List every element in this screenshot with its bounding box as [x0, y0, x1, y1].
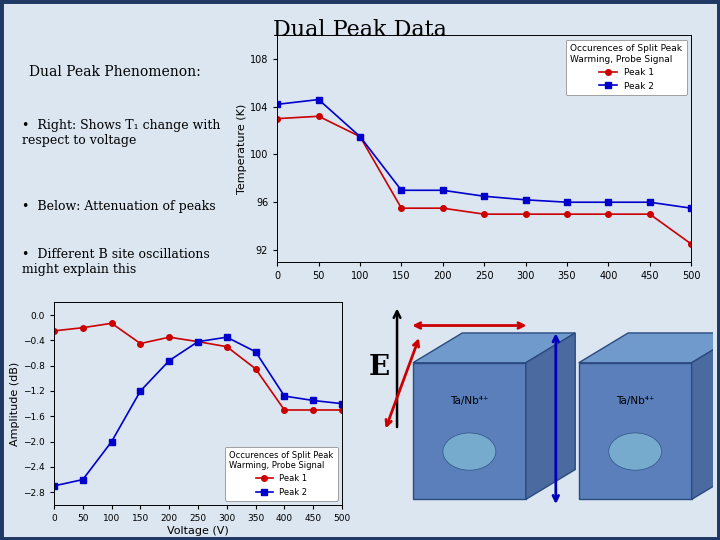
Polygon shape	[413, 333, 575, 363]
Peak 1	[604, 211, 613, 218]
Peak 2	[136, 388, 145, 394]
Legend: Peak 1, Peak 2: Peak 1, Peak 2	[225, 447, 338, 501]
Polygon shape	[526, 333, 575, 500]
Peak 1	[438, 205, 447, 212]
Y-axis label: Temperature (K): Temperature (K)	[237, 103, 247, 194]
Peak 2	[107, 438, 116, 445]
Polygon shape	[579, 363, 692, 500]
Peak 2	[521, 197, 530, 203]
Peak 2	[222, 334, 231, 340]
Peak 1	[687, 241, 696, 247]
Peak 2	[78, 476, 87, 483]
Text: Dual Peak Phenomenon:: Dual Peak Phenomenon:	[29, 65, 201, 79]
Ellipse shape	[608, 433, 662, 470]
Text: •  Right: Shows T₁ change with
respect to voltage: • Right: Shows T₁ change with respect to…	[22, 119, 220, 147]
Legend: Peak 1, Peak 2: Peak 1, Peak 2	[566, 39, 687, 95]
Text: Dual Peak Data: Dual Peak Data	[273, 19, 447, 41]
Peak 1	[280, 407, 289, 413]
Peak 1	[194, 339, 202, 345]
Peak 1	[273, 116, 282, 122]
Polygon shape	[413, 363, 526, 500]
Text: Ta/Nb⁴⁺: Ta/Nb⁴⁺	[616, 396, 654, 406]
Peak 1	[309, 407, 318, 413]
Line: Peak 2: Peak 2	[51, 334, 345, 489]
Text: •  Different B site oscillations
might explain this: • Different B site oscillations might ex…	[22, 248, 210, 276]
Peak 2	[356, 133, 364, 140]
Peak 2	[604, 199, 613, 205]
Peak 1	[107, 320, 116, 327]
Peak 2	[165, 357, 174, 364]
Peak 1	[338, 407, 346, 413]
Peak 2	[280, 393, 289, 399]
Peak 1	[251, 366, 260, 372]
Peak 2	[687, 205, 696, 212]
Peak 1	[314, 113, 323, 119]
Peak 1	[645, 211, 654, 218]
Peak 1	[136, 340, 145, 347]
Peak 1	[480, 211, 488, 218]
Peak 2	[50, 483, 58, 489]
Peak 1	[397, 205, 406, 212]
Peak 2	[397, 187, 406, 193]
Peak 1	[356, 133, 364, 140]
Polygon shape	[692, 333, 720, 500]
Peak 2	[251, 348, 260, 355]
Line: Peak 1: Peak 1	[51, 321, 345, 413]
Text: Ta/Nb⁴⁺: Ta/Nb⁴⁺	[450, 396, 489, 406]
Text: •  Below: Attenuation of peaks: • Below: Attenuation of peaks	[22, 200, 215, 213]
Peak 2	[338, 401, 346, 407]
Y-axis label: Amplitude (dB): Amplitude (dB)	[10, 361, 20, 446]
Peak 1	[563, 211, 572, 218]
Peak 1	[521, 211, 530, 218]
Peak 2	[480, 193, 488, 199]
Peak 2	[194, 339, 202, 345]
Line: Peak 2: Peak 2	[274, 97, 694, 211]
Peak 1	[50, 328, 58, 334]
Peak 1	[222, 343, 231, 350]
X-axis label: Voltage (V): Voltage (V)	[454, 284, 515, 294]
Peak 2	[314, 96, 323, 103]
Ellipse shape	[443, 433, 496, 470]
Peak 2	[309, 397, 318, 404]
Peak 1	[165, 334, 174, 340]
Peak 2	[273, 101, 282, 107]
Peak 1	[78, 325, 87, 331]
X-axis label: Voltage (V): Voltage (V)	[167, 526, 229, 536]
Peak 2	[438, 187, 447, 193]
Text: E: E	[369, 354, 390, 381]
Peak 2	[563, 199, 572, 205]
Peak 2	[645, 199, 654, 205]
Line: Peak 1: Peak 1	[274, 113, 694, 247]
Polygon shape	[579, 333, 720, 363]
